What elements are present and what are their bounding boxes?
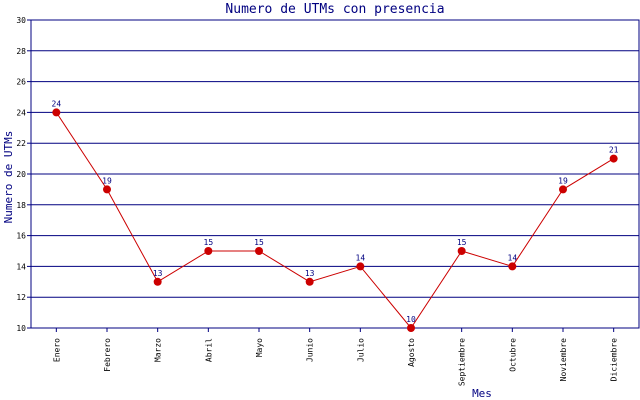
data-label: 13 bbox=[305, 269, 315, 278]
data-label: 21 bbox=[609, 146, 619, 155]
data-point bbox=[457, 247, 466, 255]
series-polyline bbox=[55, 112, 614, 329]
y-tick-label: 24 bbox=[16, 108, 26, 117]
data-label: 15 bbox=[457, 238, 467, 247]
x-tick-label: Noviembre bbox=[559, 338, 568, 382]
data-label: 13 bbox=[153, 269, 163, 278]
data-point bbox=[356, 262, 365, 271]
y-tick-label: 14 bbox=[16, 262, 26, 271]
y-tick-label: 22 bbox=[16, 139, 26, 148]
x-tick-label: Mayo bbox=[255, 338, 264, 357]
data-label: 15 bbox=[254, 238, 264, 247]
data-label: 10 bbox=[406, 315, 416, 324]
data-point bbox=[255, 247, 263, 255]
data-point bbox=[508, 262, 517, 271]
data-label: 19 bbox=[102, 176, 112, 185]
x-tick-label: Agosto bbox=[407, 338, 416, 367]
data-point bbox=[609, 154, 618, 163]
y-tick-label: 28 bbox=[16, 47, 26, 56]
y-tick-label: 30 bbox=[16, 16, 26, 25]
data-label: 14 bbox=[356, 253, 366, 262]
data-label: 19 bbox=[558, 176, 568, 185]
gridlines bbox=[27, 19, 639, 332]
x-tick-label: Febrero bbox=[103, 338, 112, 372]
x-tick-label: Junio bbox=[306, 338, 315, 362]
y-tick-label: 18 bbox=[16, 201, 26, 210]
data-point bbox=[52, 108, 61, 117]
data-point bbox=[204, 247, 213, 255]
x-tick-label: Octubre bbox=[508, 338, 517, 372]
data-point bbox=[559, 185, 567, 194]
x-tick-label: Julio bbox=[356, 338, 365, 362]
x-axis-label: Mes bbox=[472, 387, 492, 400]
x-tick-label: Abril bbox=[204, 338, 213, 362]
y-tick-label: 12 bbox=[16, 293, 26, 302]
data-points bbox=[52, 108, 618, 332]
x-tick-label: Marzo bbox=[154, 338, 163, 362]
y-tick-labels: 10 12 14 16 18 20 22 24 26 28 30 bbox=[16, 16, 26, 333]
data-labels: 24 19 13 15 15 13 14 10 15 14 19 21 bbox=[52, 99, 619, 324]
series-line bbox=[55, 112, 614, 329]
chart-title: Numero de UTMs con presencia bbox=[225, 2, 444, 17]
x-tick-label: Diciembre bbox=[610, 338, 619, 382]
y-tick-label: 10 bbox=[16, 324, 26, 333]
data-point bbox=[103, 185, 111, 194]
x-tick-label: Septiembre bbox=[458, 338, 467, 386]
y-tick-label: 26 bbox=[16, 78, 26, 87]
data-label: 14 bbox=[508, 253, 518, 262]
x-tick-label: Enero bbox=[52, 338, 61, 362]
y-tick-label: 16 bbox=[16, 232, 26, 241]
data-point bbox=[305, 277, 314, 286]
data-point bbox=[153, 277, 162, 286]
y-axis-label: Numero de UTMs bbox=[2, 131, 15, 224]
x-tick-labels: Enero Febrero Marzo Abril Mayo Junio Julio Agos… bbox=[52, 338, 618, 386]
plot-area-frame bbox=[30, 19, 640, 329]
y-tick-label: 20 bbox=[16, 170, 26, 179]
data-point bbox=[407, 324, 415, 332]
data-label: 24 bbox=[52, 99, 62, 108]
data-label: 15 bbox=[204, 238, 214, 247]
